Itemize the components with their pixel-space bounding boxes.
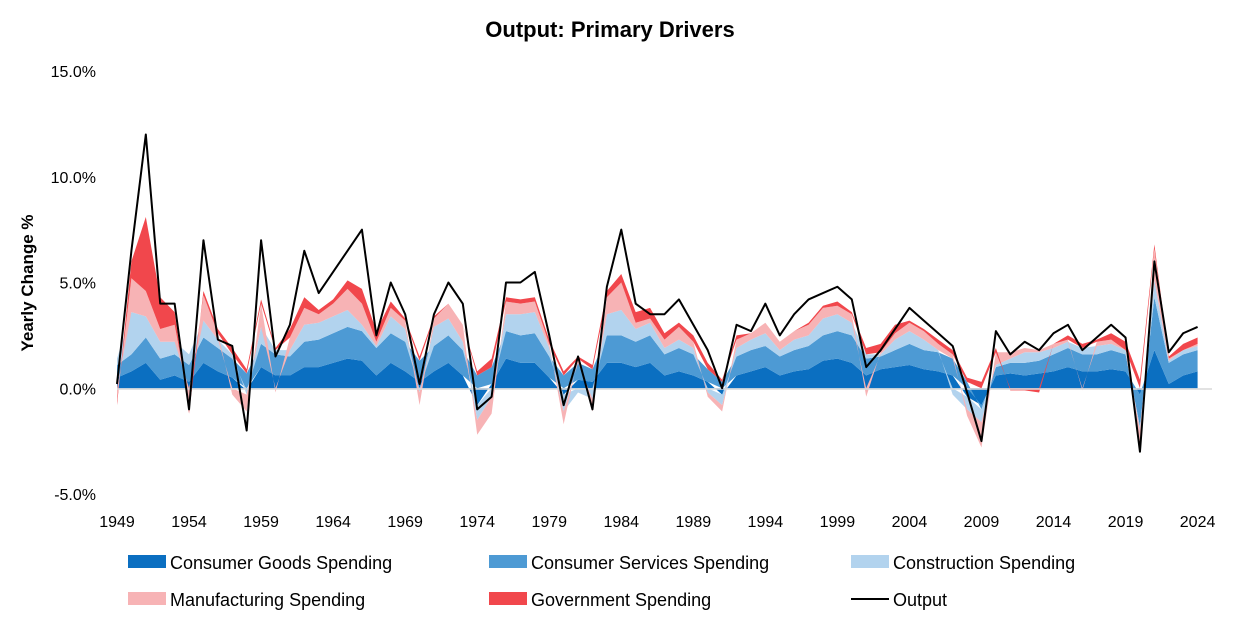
- legend-label-construction-spending: Construction Spending: [893, 553, 1075, 573]
- legend-swatch-consumer-goods-spending: [128, 555, 166, 568]
- area-consumer-goods-spending: [117, 350, 1198, 406]
- legend-swatch-construction-spending: [851, 555, 889, 568]
- legend-swatch-consumer-services-spending: [489, 555, 527, 568]
- x-tick-label: 1969: [387, 514, 423, 531]
- x-axis-ticks: 1949 1954 1959 1964 1969 1974 1979 1984 1989 1994…: [99, 514, 1215, 531]
- x-tick-label: 2004: [892, 514, 928, 531]
- legend: Consumer Goods Spending Consumer Services…: [128, 553, 1075, 610]
- x-tick-label: 1999: [820, 514, 856, 531]
- legend-label-consumer-services-spending: Consumer Services Spending: [531, 553, 769, 573]
- legend-swatch-government-spending: [489, 592, 527, 605]
- y-tick-label: -5.0%: [54, 487, 96, 504]
- legend-label-manufacturing-spending: Manufacturing Spending: [170, 590, 365, 610]
- x-tick-label: 2019: [1108, 514, 1144, 531]
- legend-swatch-manufacturing-spending: [128, 592, 166, 605]
- area-consumer-services-spending: [117, 297, 1198, 427]
- x-tick-label: 1964: [315, 514, 351, 531]
- output-line-group: [116, 133, 1198, 453]
- x-tick-label: 1984: [603, 514, 639, 531]
- x-tick-label: 2014: [1036, 514, 1072, 531]
- y-axis-ticks: 15.0% 10.0% 5.0% 0.0% -5.0%: [51, 64, 96, 504]
- chart-title: Output: Primary Drivers: [485, 17, 734, 42]
- legend-label-consumer-goods-spending: Consumer Goods Spending: [170, 553, 392, 573]
- x-tick-label: 1979: [531, 514, 567, 531]
- x-tick-label: 1949: [99, 514, 135, 531]
- x-tick-label: 1974: [459, 514, 495, 531]
- output-line: [116, 133, 1198, 453]
- x-tick-label: 1959: [243, 514, 279, 531]
- y-tick-label: 15.0%: [51, 64, 96, 81]
- y-tick-label: 5.0%: [60, 276, 96, 293]
- x-tick-label: 1994: [748, 514, 784, 531]
- y-tick-label: 10.0%: [51, 170, 96, 187]
- x-tick-label: 2009: [964, 514, 1000, 531]
- x-tick-label: 1989: [676, 514, 712, 531]
- x-tick-label: 2024: [1180, 514, 1216, 531]
- x-tick-label: 1954: [171, 514, 207, 531]
- area-series-group: [117, 216, 1198, 448]
- y-tick-label: 0.0%: [60, 381, 96, 398]
- legend-label-government-spending: Government Spending: [531, 590, 711, 610]
- legend-label-output: Output: [893, 590, 947, 610]
- y-axis-label: Yearly Change %: [18, 214, 37, 351]
